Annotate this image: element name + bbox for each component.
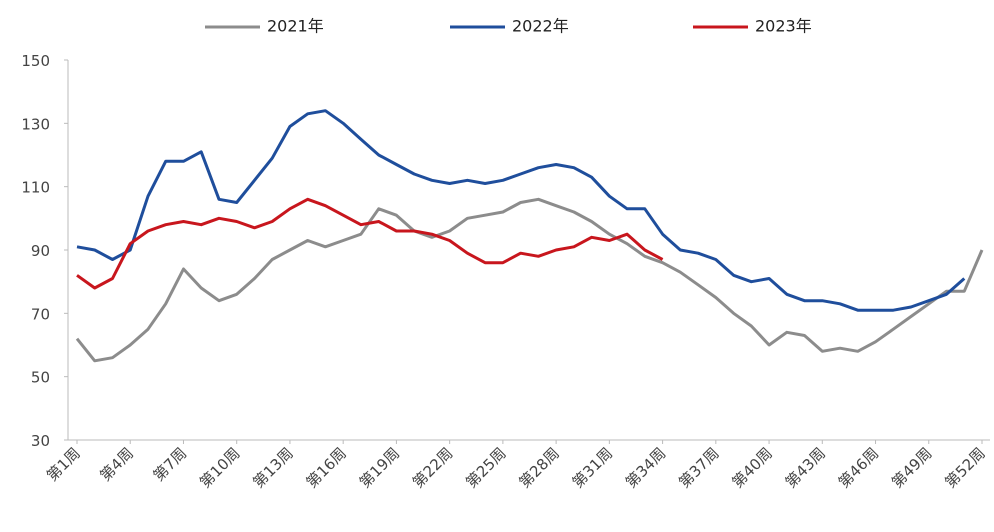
x-tick-label: 第31周 — [569, 444, 616, 491]
x-tick-label: 第16周 — [303, 444, 350, 491]
series-line — [76, 109, 966, 312]
x-tick-label: 第22周 — [409, 444, 456, 491]
y-tick-label: 130 — [21, 115, 50, 133]
x-tick-label: 第37周 — [675, 444, 722, 491]
x-tick-label: 第28周 — [516, 444, 563, 491]
x-tick-label: 第13周 — [249, 444, 296, 491]
x-tick-label: 第46周 — [835, 444, 882, 491]
x-tick-label: 第4周 — [96, 444, 137, 485]
y-tick-label: 50 — [31, 369, 50, 387]
series-line — [75, 197, 984, 363]
x-tick-label: 第1周 — [43, 444, 84, 485]
x-tick-label: 第25周 — [462, 444, 509, 491]
y-tick-label: 90 — [31, 242, 50, 260]
legend-label: 2023年 — [755, 17, 812, 36]
y-tick-label: 150 — [21, 52, 50, 70]
y-tick-label: 110 — [21, 179, 50, 197]
x-tick-label: 第40周 — [728, 444, 775, 491]
x-tick-label: 第19周 — [356, 444, 403, 491]
x-tick-label: 第7周 — [150, 444, 191, 485]
x-tick-label: 第52周 — [941, 444, 988, 491]
legend-label: 2022年 — [512, 17, 569, 36]
series-line — [76, 197, 664, 290]
x-tick-label: 第34周 — [622, 444, 669, 491]
x-tick-label: 第43周 — [782, 444, 829, 491]
y-tick-label: 70 — [31, 305, 50, 323]
x-tick-label: 第49周 — [888, 444, 935, 491]
legend-label: 2021年 — [267, 17, 324, 36]
y-tick-label: 30 — [31, 432, 50, 450]
x-tick-label: 第10周 — [196, 444, 243, 491]
